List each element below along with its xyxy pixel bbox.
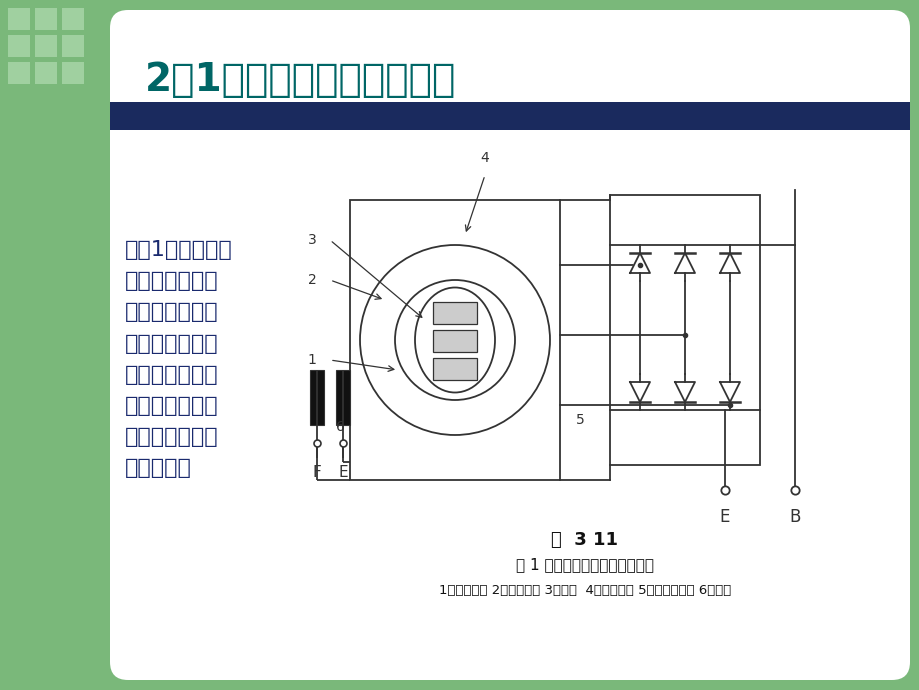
Text: 4: 4 (480, 151, 489, 165)
Text: 5: 5 (575, 413, 584, 427)
Text: 1: 1 (307, 353, 316, 367)
Bar (609, 195, 759, 465)
Polygon shape (720, 382, 739, 402)
Text: 3: 3 (307, 233, 316, 247)
FancyBboxPatch shape (110, 10, 909, 680)
Text: E: E (719, 508, 730, 526)
Bar (349, 200, 560, 480)
Bar (8, 8, 30, 30)
Text: 2: 2 (307, 273, 316, 287)
Text: F: F (312, 465, 321, 480)
Bar (62, 62, 84, 84)
Bar (110, 102, 909, 130)
Polygon shape (675, 382, 694, 402)
Bar (35, 8, 57, 30)
Text: 图 1 交流发电机发电原理示意图: 图 1 交流发电机发电原理示意图 (516, 558, 653, 573)
Bar (433, 330, 476, 352)
Polygon shape (630, 253, 650, 273)
Bar (62, 8, 84, 30)
Text: 2．1．交流发电机发电原理: 2．1．交流发电机发电原理 (145, 61, 456, 99)
Bar (335, 370, 349, 425)
Text: E: E (338, 465, 347, 480)
Bar (0, 0, 110, 690)
Text: 图  3 11: 图 3 11 (550, 531, 618, 549)
Bar (35, 35, 57, 57)
Bar (62, 35, 84, 57)
Polygon shape (630, 382, 650, 402)
Bar (8, 35, 30, 57)
Polygon shape (720, 253, 739, 273)
Bar (310, 370, 323, 425)
Bar (433, 302, 476, 324)
Bar (8, 62, 30, 84)
Text: 1－定子铁心 2－定子绕组 3－转子  4－励磁绕组 5－整流二极管 6－电刷: 1－定子铁心 2－定子绕组 3－转子 4－励磁绕组 5－整流二极管 6－电刷 (438, 584, 731, 596)
Ellipse shape (414, 288, 494, 393)
Text: 如图1所示，发电
机定子的三相绕
组按一定规律分
布在发电机的定
子槽中，内部有
一个转子，转子
上安装着爪极和
励磁绕组。: 如图1所示，发电 机定子的三相绕 组按一定规律分 布在发电机的定 子槽中，内部有… (125, 240, 233, 478)
Polygon shape (675, 253, 694, 273)
Bar (110, 0, 919, 690)
Text: 6: 6 (335, 420, 344, 435)
Text: B: B (789, 508, 800, 526)
Bar (433, 358, 476, 380)
Bar (35, 62, 57, 84)
